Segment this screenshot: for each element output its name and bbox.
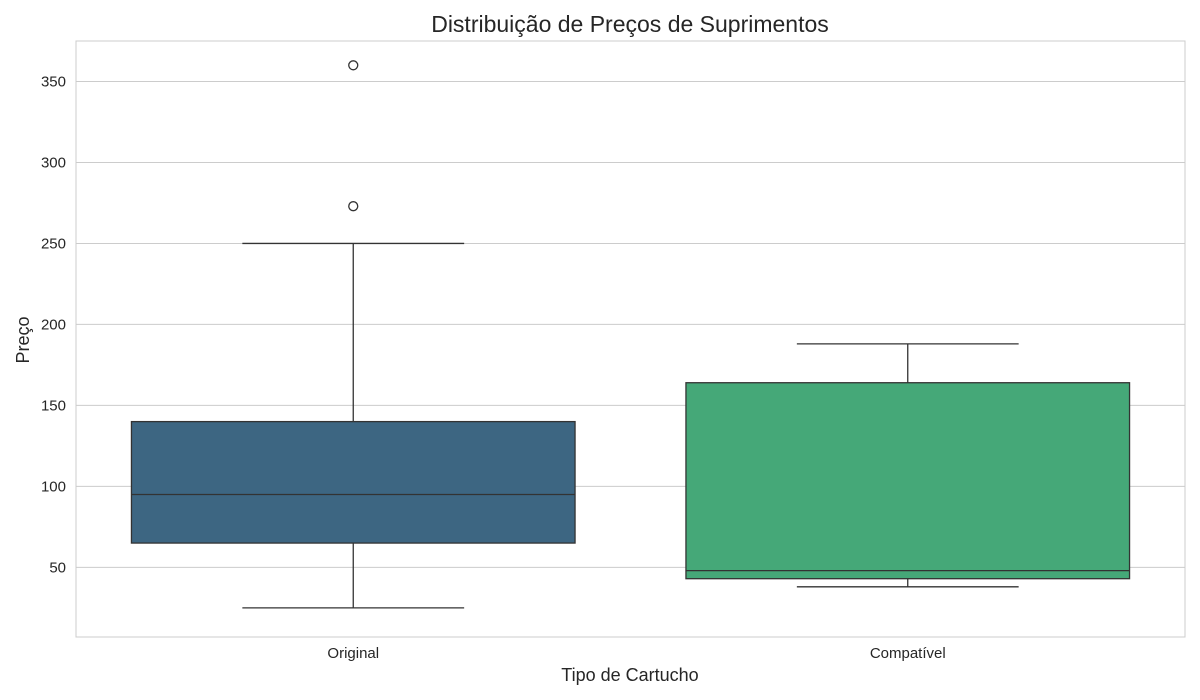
y-axis-label: Preço [13, 316, 33, 363]
x-tick-labels: Original Compatível [327, 645, 945, 662]
outlier-point [348, 201, 359, 212]
x-tick-label: Original [327, 645, 379, 662]
box-original [130, 420, 576, 544]
plot-frame [75, 40, 1186, 638]
y-tick-labels: 50 100 150 200 250 300 350 [41, 73, 66, 576]
x-axis-label: Tipo de Cartucho [561, 665, 698, 685]
y-tick-label: 150 [41, 397, 66, 414]
y-tick-label: 250 [41, 235, 66, 252]
y-tick-label: 300 [41, 154, 66, 171]
y-tick-label: 100 [41, 478, 66, 495]
x-tick-label: Compatível [870, 645, 946, 662]
outlier-point [348, 60, 359, 71]
chart-title: Distribuição de Preços de Suprimentos [431, 11, 829, 37]
box-compatível [685, 382, 1131, 580]
y-tick-label: 50 [49, 559, 66, 576]
boxes-layer [130, 60, 1131, 609]
y-tick-label: 350 [41, 73, 66, 90]
y-tick-label: 200 [41, 316, 66, 333]
